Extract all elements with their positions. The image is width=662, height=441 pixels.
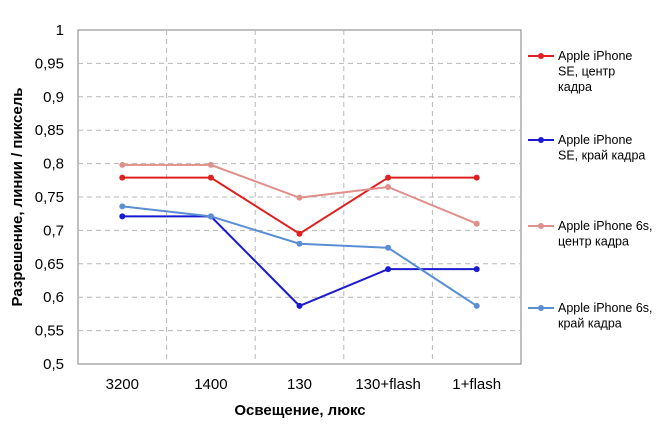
y-tick-label: 0,85: [35, 122, 64, 139]
legend-label: SE, центр: [558, 65, 615, 79]
y-tick-label: 0,95: [35, 55, 64, 72]
grid-lines: [78, 30, 521, 364]
data-point: [473, 302, 480, 309]
y-tick-label: 0,8: [43, 156, 64, 173]
data-point: [385, 174, 392, 181]
y-tick-label: 1: [56, 22, 64, 39]
legend-label: Apple iPhone: [558, 49, 632, 63]
legend-item-4: Apple iPhone 6s, край кадра: [528, 301, 653, 331]
x-axis-title: Освещение, люкс: [234, 402, 365, 419]
y-tick-label: 0,6: [43, 289, 64, 306]
legend-label: Apple iPhone 6s,: [558, 219, 653, 233]
y-tick-label: 0,75: [35, 189, 64, 206]
y-tick-label: 0,7: [43, 222, 64, 239]
data-point: [119, 161, 126, 168]
data-point: [119, 203, 126, 210]
legend-label: Apple iPhone: [558, 133, 632, 147]
legend-label: кадра: [558, 80, 592, 94]
series-group: [119, 161, 480, 309]
data-point: [207, 213, 214, 220]
x-tick-label: 130+flash: [355, 376, 420, 393]
data-point: [385, 183, 392, 190]
legend-label: SE, край кадра: [558, 149, 645, 163]
data-point: [473, 174, 480, 181]
data-point: [385, 244, 392, 251]
y-axis-title: Разрешение, линии / пиксель: [9, 88, 26, 307]
legend-label: центр кадра: [558, 235, 629, 249]
legend-swatch-marker: [538, 137, 544, 143]
series-3: [119, 161, 480, 227]
y-tick-label: 0,9: [43, 89, 64, 106]
data-point: [119, 174, 126, 181]
series-1: [119, 174, 480, 237]
x-tick-label: 1+flash: [452, 376, 501, 393]
data-point: [473, 266, 480, 273]
legend-swatch-marker: [538, 305, 544, 311]
x-tick-label: 1400: [194, 376, 227, 393]
x-tick-label: 130: [287, 376, 312, 393]
data-point: [385, 266, 392, 273]
y-tick-label: 0,5: [43, 356, 64, 373]
y-tick-labels: 0,5 0,55 0,6 0,65 0,7 0,75 0,8 0,85 0,9 0,95 1: [35, 22, 64, 373]
data-point: [296, 240, 303, 247]
data-point: [296, 302, 303, 309]
x-tick-labels: 3200 1400 130 130+flash 1+flash: [106, 376, 501, 393]
series-4: [119, 203, 480, 309]
data-point: [207, 174, 214, 181]
data-point: [207, 161, 214, 168]
legend-label: край кадра: [558, 317, 622, 331]
y-tick-label: 0,55: [35, 323, 64, 340]
data-point: [119, 213, 126, 220]
data-point: [296, 194, 303, 201]
legend-swatch-marker: [538, 53, 544, 59]
data-point: [473, 220, 480, 227]
x-tick-label: 3200: [106, 376, 139, 393]
legend-item-2: Apple iPhone SE, край кадра: [528, 133, 645, 163]
data-point: [296, 230, 303, 237]
legend-label: Apple iPhone 6s,: [558, 301, 653, 315]
legend-item-3: Apple iPhone 6s, центр кадра: [528, 219, 653, 249]
y-tick-label: 0,65: [35, 256, 64, 273]
legend-swatch-marker: [538, 223, 544, 229]
